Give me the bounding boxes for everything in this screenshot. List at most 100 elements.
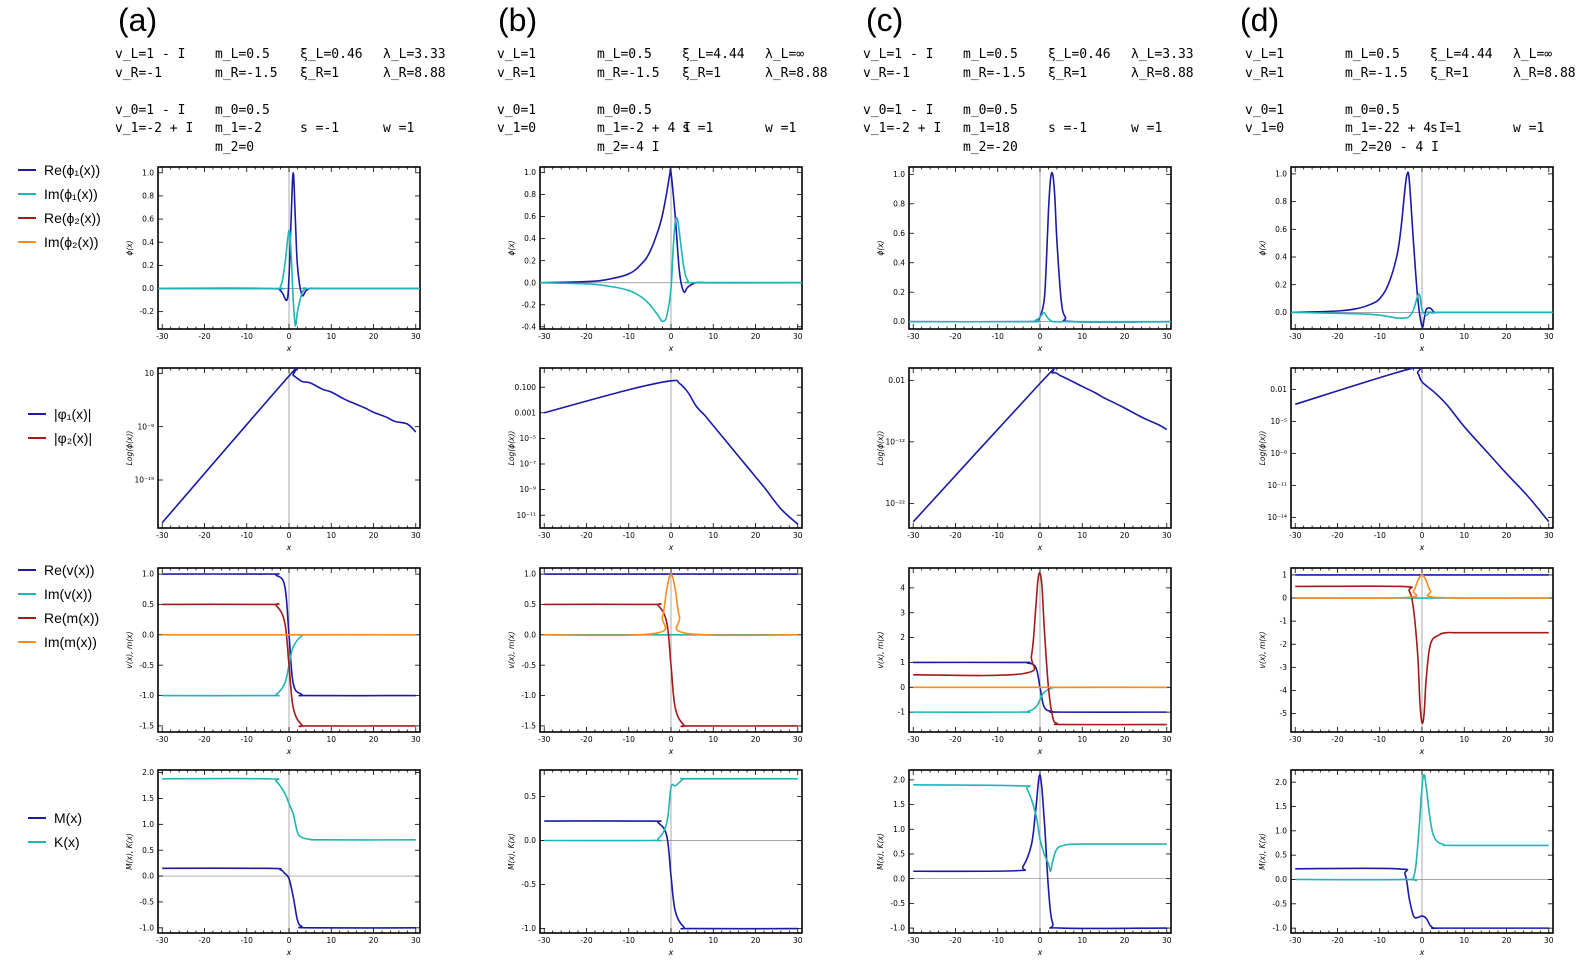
- y-tick-label: 0.4: [893, 258, 905, 267]
- parameter-value: v_0=1: [497, 102, 537, 118]
- parameter-value: λ_R=8.88: [765, 65, 828, 81]
- y-tick-label: 1: [900, 658, 905, 667]
- chart-panel: -30 -20 -10 0 10 20 30 x 10 10⁻⁹ 10⁻¹⁹ Log(ϕ(x)): [125, 367, 421, 552]
- parameter-value: m_0=0.5: [597, 102, 652, 118]
- parameter-value: m_0=0.5: [1345, 102, 1400, 118]
- parameter-value: v_R=-1: [115, 65, 162, 81]
- x-tick-label: 0: [1038, 936, 1043, 945]
- x-tick-label: 30: [1162, 936, 1172, 945]
- legend-label: Im(ϕ₁(x)): [44, 186, 98, 202]
- x-tick-label: 0: [1420, 531, 1425, 540]
- x-axis-label: x: [1419, 948, 1425, 957]
- y-tick-label: 0.0: [893, 874, 905, 883]
- y-tick-label: 0.0: [524, 630, 536, 639]
- parameter-value: v_L=1: [1245, 47, 1285, 62]
- x-tick-label: 0: [287, 735, 292, 744]
- y-tick-label: 0.5: [893, 850, 905, 859]
- legend: |φ₁(x)| |φ₂(x)|: [28, 402, 92, 450]
- legend: Re(ϕ₁(x)) Im(ϕ₁(x)) Re(ϕ₂(x)) Im(ϕ₂(x)): [18, 158, 101, 254]
- parameter-value: ξ_R=1: [1430, 65, 1470, 81]
- y-axis-label: M(x), K(x): [1258, 833, 1267, 870]
- parameter-value: v_0=1 - I: [115, 102, 186, 118]
- x-tick-label: -30: [156, 531, 168, 540]
- series-line: [162, 867, 416, 929]
- x-tick-label: -20: [949, 531, 961, 540]
- x-tick-label: -30: [156, 332, 168, 341]
- series-line: [1295, 867, 1549, 930]
- x-tick-label: -20: [949, 332, 961, 341]
- chart-panel: -30 -20 -10 0 10 20 30 x -1.0 -0.5 0.0 0.5 M(x), K(x…: [507, 769, 803, 957]
- x-tick-label: -20: [1331, 936, 1343, 945]
- x-tick-label: -30: [538, 332, 550, 341]
- x-axis-label: x: [668, 543, 674, 552]
- x-tick-label: -10: [1374, 735, 1386, 744]
- series-line: [1291, 171, 1553, 328]
- y-axis-label: v(x), m(x): [507, 631, 516, 668]
- parameter-value: v_R=-1: [863, 65, 910, 81]
- chart-panel: -30 -20 -10 0 10 20 30 x -1.5 -1.0 -0.5 0.0 0.5 1.0 v(…: [507, 567, 803, 756]
- x-tick-label: 20: [751, 332, 761, 341]
- chart-panel: -30 -20 -10 0 10 20 30 x 0.0 0.2 0.4 0.6 0.8 1.0 ϕ(x): [876, 166, 1172, 353]
- y-tick-label: 1.5: [893, 800, 905, 809]
- x-tick-label: 30: [1162, 332, 1172, 341]
- x-tick-label: -30: [538, 735, 550, 744]
- panel-label: (b): [498, 2, 538, 38]
- x-tick-label: -10: [992, 735, 1004, 744]
- legend-item: Re(m(x)): [18, 606, 99, 630]
- parameter-value: ξ_R=1: [300, 65, 340, 81]
- legend-item: Im(ϕ₂(x)): [18, 230, 101, 254]
- y-tick-label: -1.0: [890, 924, 905, 933]
- x-tick-label: 20: [1502, 936, 1512, 945]
- y-tick-label: -1.0: [139, 691, 154, 700]
- y-tick-label: 0.0: [524, 836, 536, 845]
- y-tick-label: 0.0: [1275, 875, 1287, 884]
- y-axis-label: Log(ϕ(x)): [507, 431, 516, 466]
- legend-item: |φ₁(x)|: [28, 402, 92, 426]
- x-tick-label: 0: [669, 735, 674, 744]
- chart-panel: -30 -20 -10 0 10 20 30 x 0.0 0.2 0.4 0.6 0.8 1.0 ϕ(x): [1258, 166, 1554, 353]
- series-line: [1295, 774, 1549, 882]
- x-tick-label: 20: [1120, 735, 1130, 744]
- parameter-value: w =1: [1513, 121, 1545, 136]
- y-tick-label: 10⁻¹²: [885, 437, 905, 446]
- series-line: [540, 168, 802, 294]
- x-tick-label: 0: [287, 531, 292, 540]
- legend-label: Im(ϕ₂(x)): [44, 234, 99, 250]
- x-tick-label: 10: [1077, 936, 1087, 945]
- y-tick-label: 4: [900, 583, 905, 592]
- y-tick-label: 10⁻⁵: [1270, 417, 1287, 426]
- parameter-value: λ_R=8.88: [1513, 65, 1576, 81]
- y-tick-label: 1.0: [524, 168, 536, 177]
- x-tick-label: 10: [326, 735, 336, 744]
- x-tick-label: 10: [1077, 332, 1087, 341]
- parameter-value: s =1: [1430, 121, 1462, 136]
- y-tick-label: -0.4: [521, 322, 536, 331]
- legend-label: Im(v(x)): [44, 586, 93, 602]
- parameter-value: m_0=0.5: [215, 102, 270, 118]
- x-tick-label: 20: [751, 936, 761, 945]
- legend-label: K(x): [54, 834, 80, 850]
- legend-item: Re(ϕ₁(x)): [18, 158, 101, 182]
- legend-label: |φ₁(x)|: [54, 406, 92, 422]
- y-tick-label: 1: [1282, 571, 1287, 580]
- series-line: [1295, 574, 1549, 600]
- x-axis-label: x: [286, 747, 292, 756]
- x-tick-label: -10: [1374, 531, 1386, 540]
- x-tick-label: -30: [907, 531, 919, 540]
- parameter-value: v_R=1: [1245, 65, 1285, 81]
- y-tick-label: 1.0: [524, 570, 536, 579]
- chart-panel: -30 -20 -10 0 10 20 30 x -1.5 -1.0 -0.5 0.0 0.5 1.0 v(…: [125, 567, 421, 756]
- series-line: [162, 603, 416, 728]
- x-tick-label: -10: [623, 332, 635, 341]
- parameter-value: λ_L=∞: [765, 47, 805, 62]
- y-tick-label: 0.2: [524, 256, 536, 265]
- legend-label: |φ₂(x)|: [54, 430, 93, 446]
- y-axis-label: Log(ϕ(x)): [125, 431, 134, 466]
- x-tick-label: -30: [1289, 332, 1301, 341]
- x-tick-label: 30: [1162, 735, 1172, 744]
- parameter-value: v_L=1 - I: [115, 47, 186, 62]
- x-tick-label: -20: [949, 936, 961, 945]
- y-tick-label: 0.5: [524, 792, 536, 801]
- x-tick-label: -10: [241, 936, 253, 945]
- series-line: [544, 603, 798, 728]
